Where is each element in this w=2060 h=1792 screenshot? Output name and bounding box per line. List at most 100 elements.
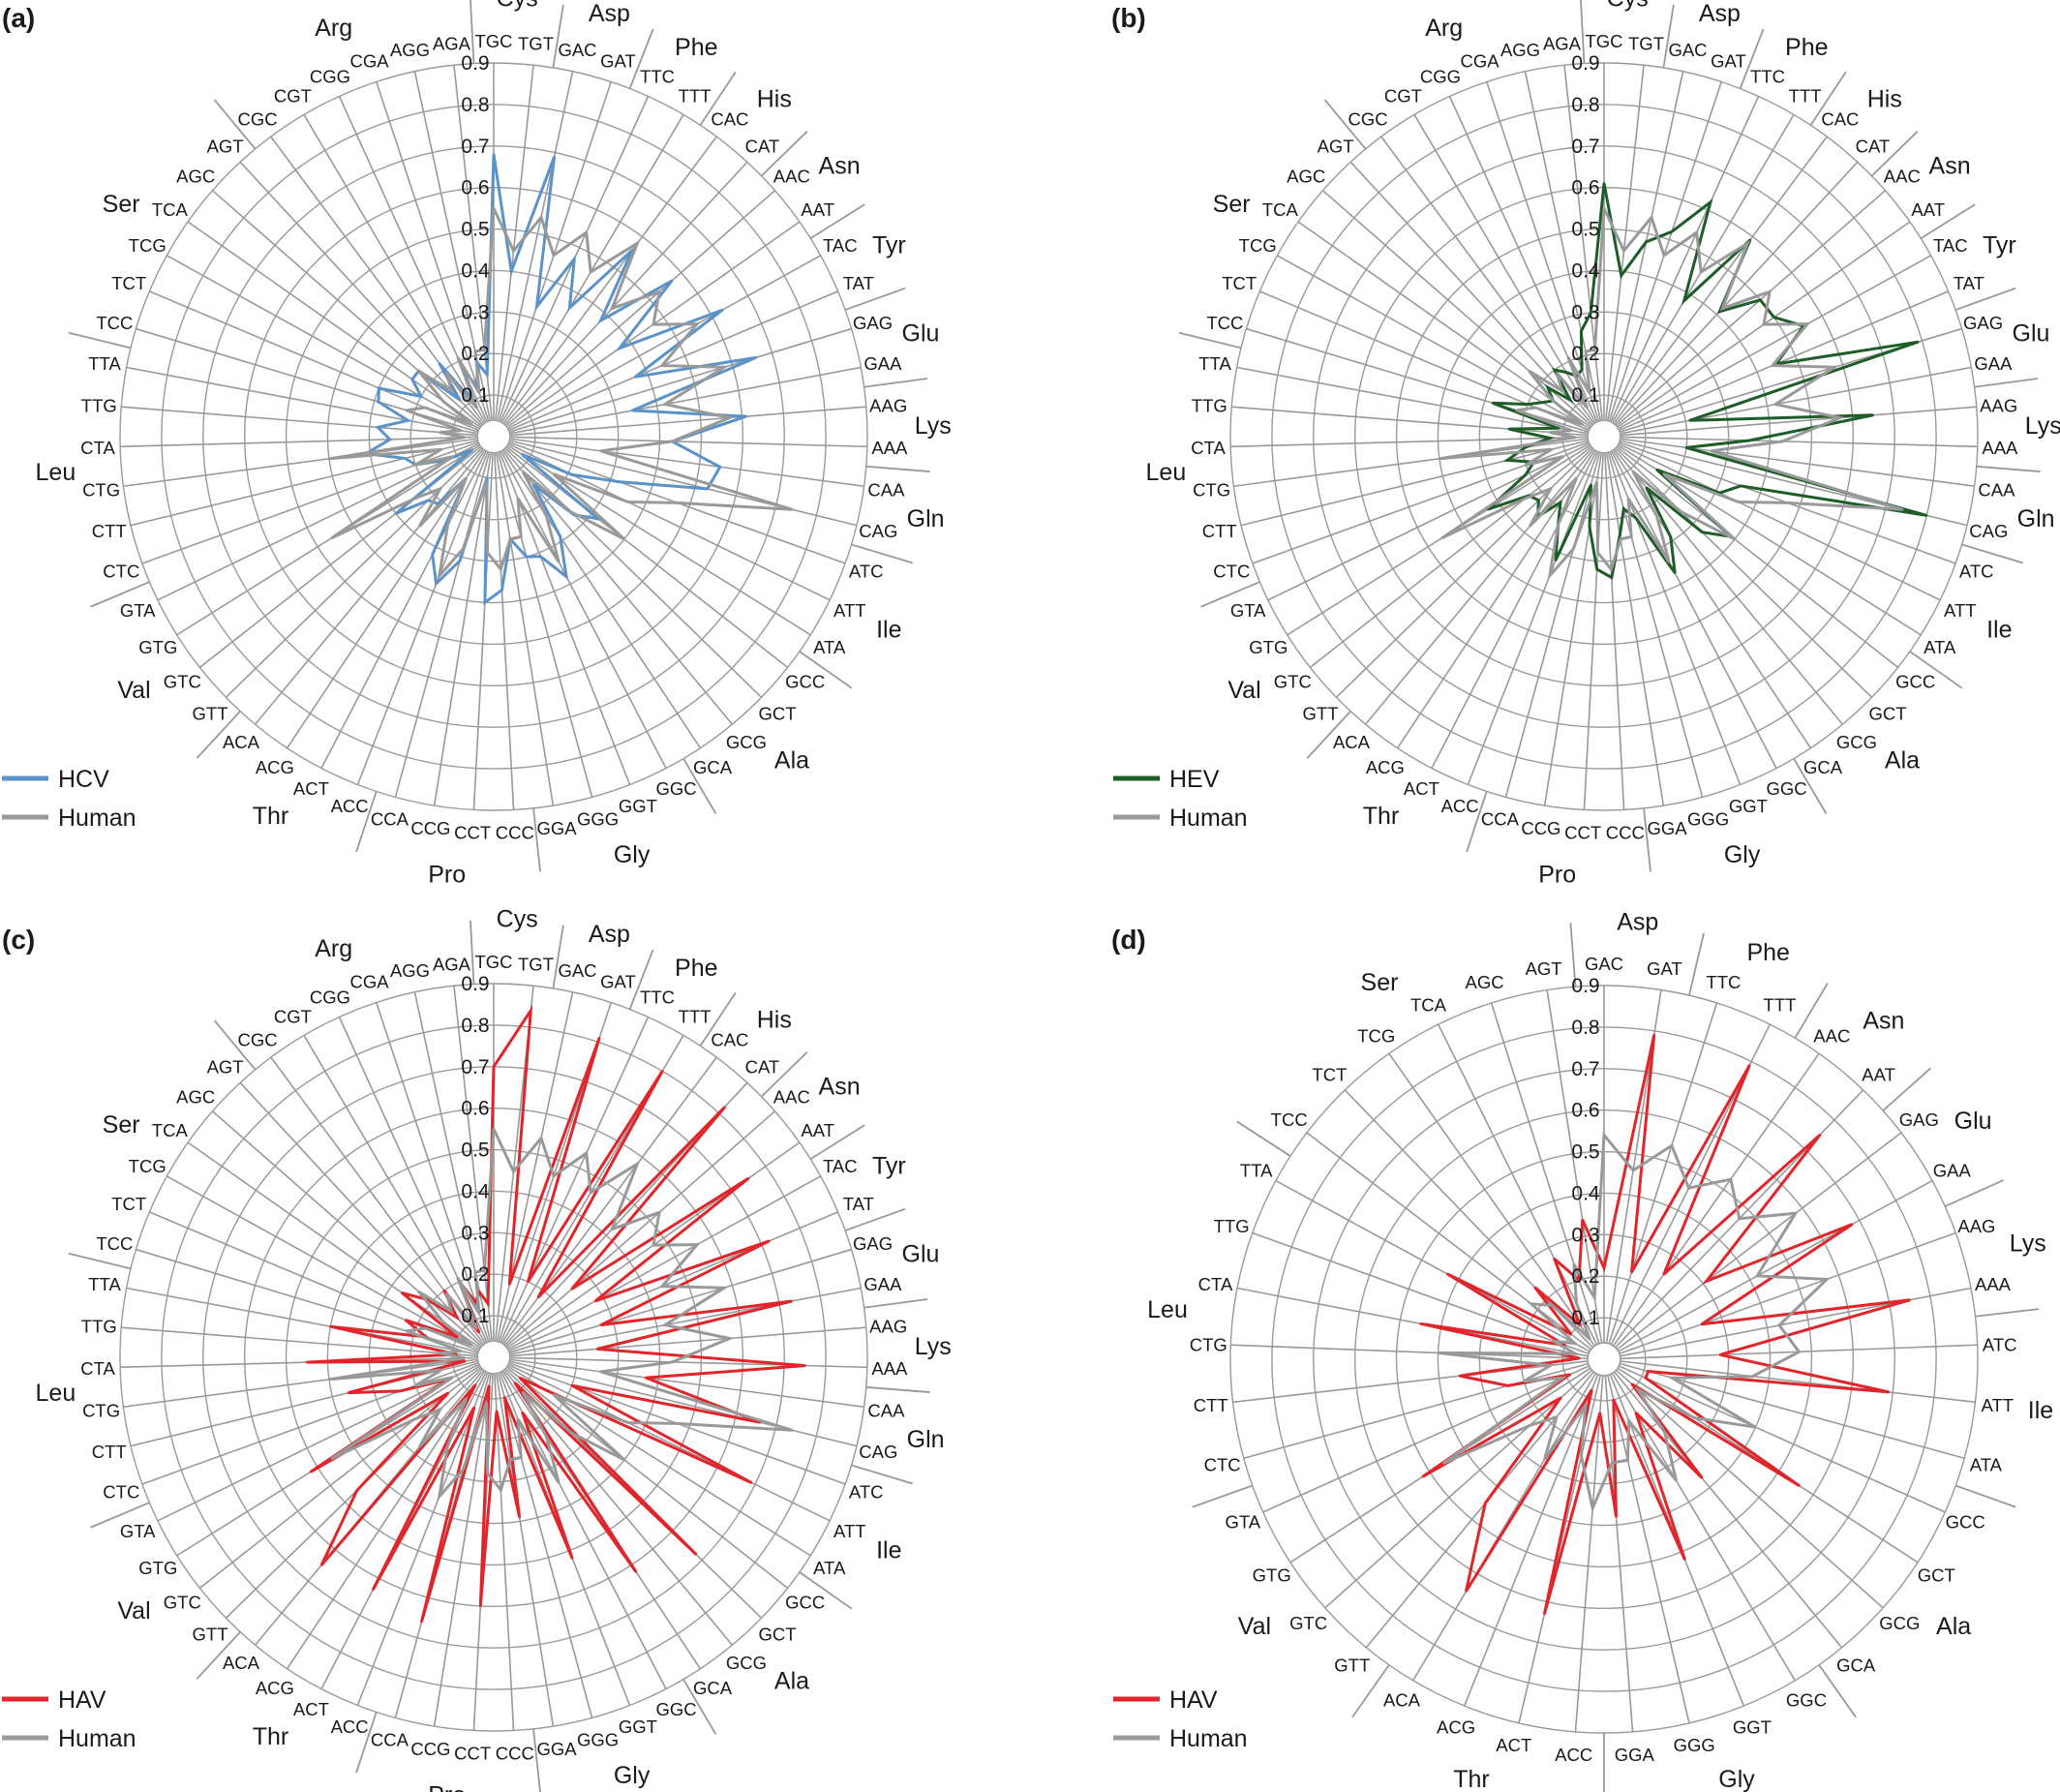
amino-acid-label: Val (117, 677, 150, 704)
codon-label: GTC (164, 672, 201, 692)
data-point-human (1593, 349, 1596, 351)
data-point-hev (1682, 299, 1685, 302)
data-point-human (516, 1417, 520, 1421)
codon-label: CTG (82, 479, 120, 500)
spoke (510, 1326, 866, 1357)
data-point-hcv (539, 555, 542, 558)
data-point-hcv (531, 483, 535, 486)
data-point-human (330, 536, 333, 539)
data-point-hav (518, 1377, 522, 1380)
data-point-human (462, 547, 465, 551)
spoke (120, 436, 477, 448)
data-point-human (552, 254, 556, 257)
data-point-human (1693, 1416, 1696, 1419)
data-point-human (418, 1445, 421, 1448)
data-point-human (676, 1422, 679, 1425)
data-point-hev (1554, 559, 1558, 562)
data-point-human (1655, 515, 1658, 518)
spoke (120, 1356, 477, 1369)
data-point-human (1721, 307, 1724, 310)
codon-label: AGC (1466, 972, 1504, 992)
data-point-human (441, 1320, 444, 1323)
codon-label: TTG (81, 395, 117, 415)
codon-label: AAG (869, 1316, 907, 1336)
data-point-hav (1590, 1388, 1593, 1392)
group-separator (799, 1571, 853, 1610)
data-point-human (1630, 535, 1633, 538)
codon-label: GCA (1803, 757, 1843, 777)
spoke (1620, 1365, 1946, 1513)
codon-label: TGT (1628, 33, 1664, 53)
data-point-human (462, 1468, 465, 1472)
spoke (1621, 1362, 1965, 1460)
data-point-hav (595, 1348, 599, 1351)
group-separator (1954, 1484, 2016, 1508)
spoke (1240, 440, 1588, 527)
amino-acid-label: Arg (315, 15, 352, 42)
data-point-human (1523, 1380, 1526, 1382)
data-point-hav (1612, 1398, 1616, 1402)
data-point-human (330, 1457, 333, 1460)
data-point-hev (1645, 240, 1648, 243)
data-point-hav (347, 1391, 350, 1394)
data-point-hav (1630, 1270, 1633, 1274)
amino-acid-label: His (757, 86, 792, 113)
data-point-hav (492, 1065, 496, 1069)
data-point-hav (488, 1384, 491, 1387)
codon-label: ATT (833, 1521, 866, 1541)
group-separator (1569, 923, 1577, 987)
data-point-hev (1917, 341, 1920, 344)
data-point-hav (1569, 1332, 1573, 1336)
spoke (1231, 406, 1588, 437)
data-point-human (791, 508, 794, 511)
amino-acid-label: Cys (1607, 0, 1649, 13)
data-point-hav (1577, 1279, 1581, 1282)
data-point-human (1710, 449, 1712, 452)
data-point-hav (456, 1336, 459, 1339)
amino-acid-label: Asn (819, 1074, 861, 1101)
data-point-hav (1630, 1382, 1634, 1385)
group-separator (682, 1679, 717, 1735)
spoke (510, 366, 862, 435)
spoke (1276, 255, 1590, 429)
data-point-human (439, 431, 441, 434)
data-point-hcv (618, 347, 621, 349)
codon-label: AGT (207, 1057, 244, 1078)
spoke (508, 255, 822, 429)
spoke (510, 1248, 852, 1353)
data-point-human (1662, 254, 1666, 257)
data-point-human (1798, 1351, 1801, 1353)
spoke (286, 450, 485, 749)
data-point-human (1602, 206, 1606, 210)
spoke (1504, 453, 1601, 798)
series-line-hcv (361, 154, 757, 606)
r-tick-label: 0.8 (1571, 94, 1599, 116)
spoke (1619, 255, 1932, 429)
data-point-human (512, 1169, 515, 1173)
data-point-human (1768, 290, 1772, 293)
codon-label: TCG (129, 235, 167, 256)
data-point-hav (570, 1383, 573, 1387)
spoke (1616, 447, 1873, 698)
data-point-hav (1578, 1356, 1581, 1360)
data-point-human (1556, 372, 1559, 375)
spoke (1607, 1376, 1690, 1724)
amino-acid-label: Val (1238, 1613, 1271, 1640)
spoke (502, 450, 702, 749)
codon-label: ACC (331, 1716, 369, 1737)
data-point-hcv (706, 487, 709, 491)
amino-acid-label: Ala (1885, 747, 1920, 775)
codon-label: ACC (1441, 796, 1479, 816)
group-separator (844, 287, 906, 311)
center-hub (476, 419, 511, 454)
data-point-human (660, 364, 664, 367)
codon-label: ATT (1944, 600, 1977, 621)
data-point-human (1670, 1144, 1674, 1147)
spoke (1438, 1023, 1597, 1345)
data-point-hev (1759, 298, 1762, 301)
spoke (1413, 114, 1596, 422)
data-point-human (552, 1393, 555, 1396)
amino-acid-label: Glu (1954, 1108, 1992, 1135)
amino-acid-label: Phe (675, 34, 717, 61)
